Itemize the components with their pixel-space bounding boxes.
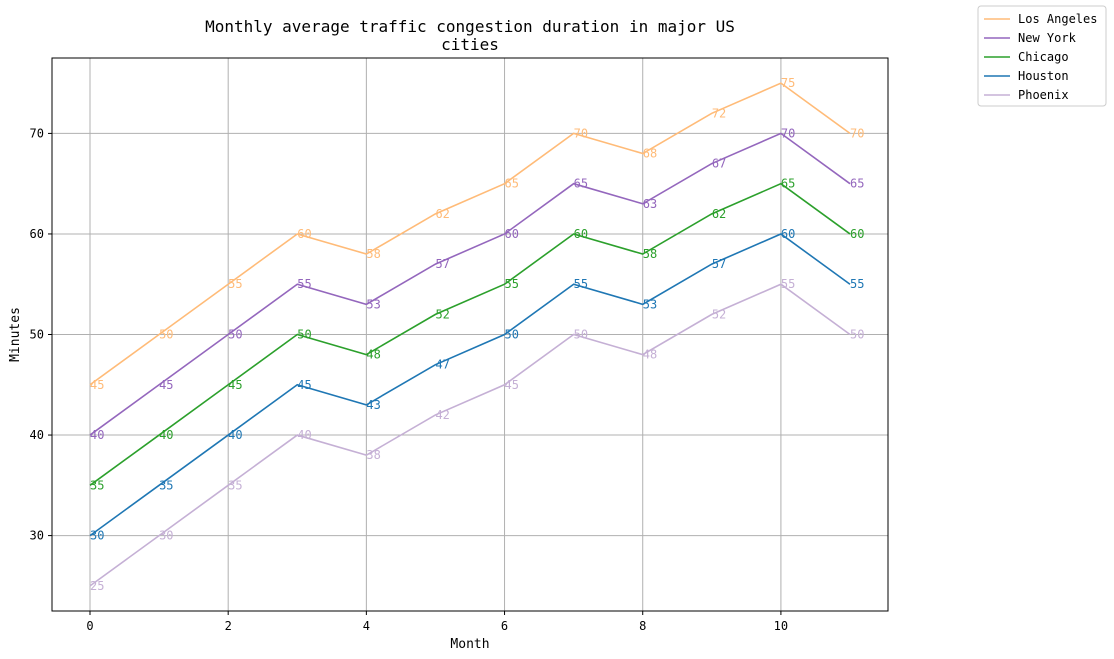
legend-label-chicago: Chicago bbox=[1018, 50, 1069, 64]
data-label-houston: 45 bbox=[297, 378, 311, 392]
data-label-new-york: 45 bbox=[159, 378, 173, 392]
grid-lines bbox=[52, 58, 888, 611]
y-axis-label: Minutes bbox=[8, 307, 23, 362]
x-tick-label: 10 bbox=[774, 619, 788, 633]
data-label-phoenix: 55 bbox=[781, 277, 795, 291]
y-axis-ticks: 30 40 50 60 70 bbox=[30, 126, 52, 543]
data-label-new-york: 70 bbox=[781, 126, 795, 140]
series-line-new-york bbox=[89, 132, 851, 436]
data-label-new-york: 63 bbox=[643, 197, 657, 211]
data-label-phoenix: 25 bbox=[90, 579, 104, 593]
data-label-los-angeles: 45 bbox=[90, 378, 104, 392]
data-label-new-york: 50 bbox=[228, 328, 242, 342]
data-label-new-york: 55 bbox=[297, 277, 311, 291]
legend-box bbox=[977, 5, 1107, 107]
y-tick-label: 50 bbox=[30, 328, 44, 342]
data-label-new-york: 67 bbox=[712, 157, 726, 171]
data-label-los-angeles: 75 bbox=[781, 76, 795, 90]
data-label-chicago: 62 bbox=[712, 207, 726, 221]
x-axis-ticks: 0 2 4 6 8 10 bbox=[86, 611, 788, 633]
data-label-phoenix: 35 bbox=[228, 478, 242, 492]
data-label-los-angeles: 70 bbox=[850, 126, 864, 140]
data-label-houston: 53 bbox=[643, 297, 657, 311]
data-label-chicago: 55 bbox=[505, 277, 519, 291]
legend: Los Angeles New York Chicago Houston Phoenix bbox=[977, 5, 1107, 107]
data-label-los-angeles: 70 bbox=[574, 126, 588, 140]
y-tick-label: 60 bbox=[30, 227, 44, 241]
data-label-new-york: 65 bbox=[574, 177, 588, 191]
data-label-houston: 50 bbox=[505, 328, 519, 342]
data-label-chicago: 60 bbox=[850, 227, 864, 241]
legend-label-phoenix: Phoenix bbox=[1018, 88, 1069, 102]
data-label-new-york: 57 bbox=[435, 257, 449, 271]
series-lines bbox=[89, 82, 851, 587]
y-tick-label: 30 bbox=[30, 529, 44, 543]
series-line-los-angeles bbox=[89, 82, 851, 386]
data-label-chicago: 65 bbox=[781, 177, 795, 191]
data-label-chicago: 40 bbox=[159, 428, 173, 442]
data-label-new-york: 65 bbox=[850, 177, 864, 191]
y-tick-label: 40 bbox=[30, 428, 44, 442]
data-label-houston: 55 bbox=[850, 277, 864, 291]
series-line-chicago bbox=[89, 182, 851, 486]
x-tick-label: 6 bbox=[501, 619, 508, 633]
data-label-phoenix: 52 bbox=[712, 307, 726, 321]
data-label-chicago: 50 bbox=[297, 328, 311, 342]
x-tick-label: 8 bbox=[639, 619, 646, 633]
data-label-phoenix: 50 bbox=[850, 328, 864, 342]
data-label-phoenix: 30 bbox=[159, 529, 173, 543]
data-label-los-angeles: 50 bbox=[159, 328, 173, 342]
data-label-houston: 35 bbox=[159, 478, 173, 492]
x-axis-label: Month bbox=[450, 637, 489, 652]
data-label-phoenix: 38 bbox=[366, 448, 380, 462]
data-label-phoenix: 48 bbox=[643, 348, 657, 362]
data-label-new-york: 60 bbox=[505, 227, 519, 241]
legend-label-los-angeles: Los Angeles bbox=[1018, 12, 1097, 26]
data-label-chicago: 52 bbox=[435, 307, 449, 321]
data-label-houston: 60 bbox=[781, 227, 795, 241]
data-label-los-angeles: 68 bbox=[643, 147, 657, 161]
data-label-chicago: 60 bbox=[574, 227, 588, 241]
data-label-los-angeles: 58 bbox=[366, 247, 380, 261]
data-label-phoenix: 40 bbox=[297, 428, 311, 442]
data-label-phoenix: 42 bbox=[435, 408, 449, 422]
data-label-los-angeles: 55 bbox=[228, 277, 242, 291]
data-label-phoenix: 50 bbox=[574, 328, 588, 342]
data-labels: 45 50 55 60 58 62 65 70 68 72 75 70 40 45 50 55 53 57 60 65… bbox=[90, 76, 864, 593]
data-label-houston: 30 bbox=[90, 529, 104, 543]
x-tick-label: 4 bbox=[363, 619, 370, 633]
chart-title-line1: Monthly average traffic congestion durat… bbox=[205, 17, 735, 36]
data-label-chicago: 48 bbox=[366, 348, 380, 362]
series-line-houston bbox=[89, 233, 851, 537]
data-label-los-angeles: 72 bbox=[712, 106, 726, 120]
series-line-phoenix bbox=[89, 283, 851, 587]
data-label-new-york: 53 bbox=[366, 297, 380, 311]
x-tick-label: 0 bbox=[86, 619, 93, 633]
data-label-houston: 57 bbox=[712, 257, 726, 271]
chart-title-line2: cities bbox=[441, 35, 499, 54]
data-label-chicago: 35 bbox=[90, 478, 104, 492]
data-label-chicago: 45 bbox=[228, 378, 242, 392]
data-label-los-angeles: 60 bbox=[297, 227, 311, 241]
y-tick-label: 70 bbox=[30, 126, 44, 140]
data-label-houston: 47 bbox=[435, 358, 449, 372]
legend-label-new-york: New York bbox=[1018, 31, 1077, 45]
data-label-los-angeles: 62 bbox=[435, 207, 449, 221]
data-label-phoenix: 45 bbox=[505, 378, 519, 392]
data-label-houston: 43 bbox=[366, 398, 380, 412]
x-tick-label: 2 bbox=[225, 619, 232, 633]
data-label-new-york: 40 bbox=[90, 428, 104, 442]
data-label-chicago: 58 bbox=[643, 247, 657, 261]
legend-label-houston: Houston bbox=[1018, 69, 1069, 83]
data-label-los-angeles: 65 bbox=[505, 177, 519, 191]
data-label-houston: 55 bbox=[574, 277, 588, 291]
data-label-houston: 40 bbox=[228, 428, 242, 442]
